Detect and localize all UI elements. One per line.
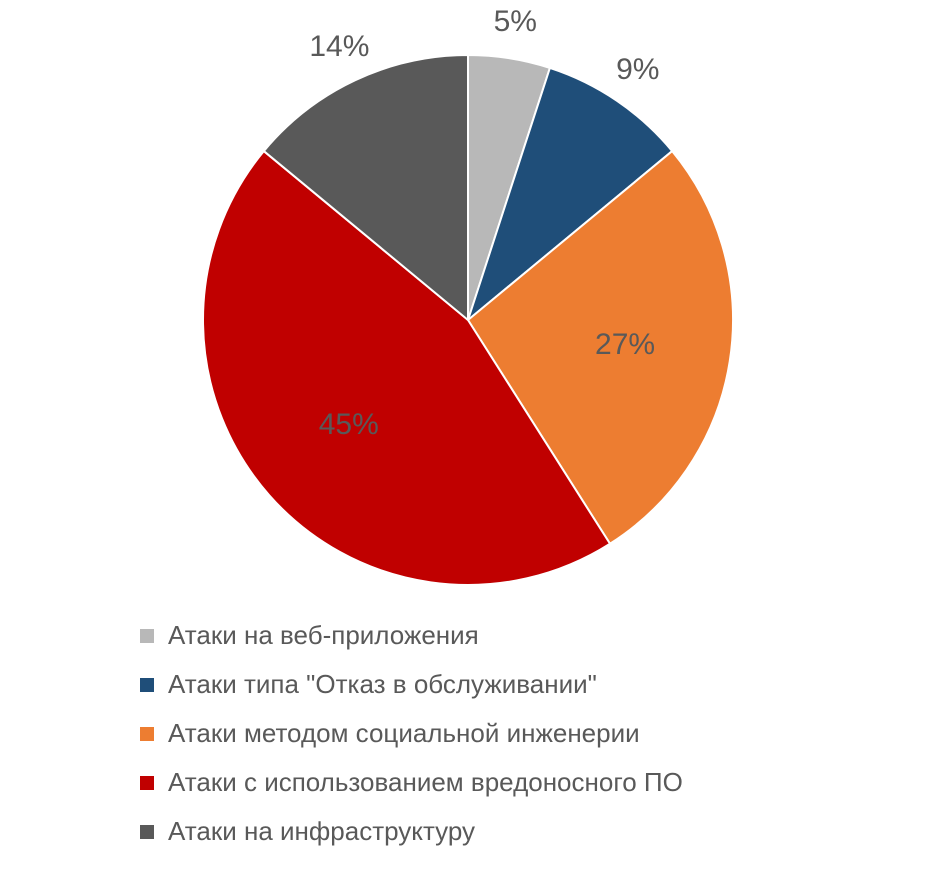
legend-label-4: Атаки на инфраструктуру bbox=[168, 816, 475, 847]
slice-label-1: 9% bbox=[616, 53, 659, 87]
legend-item-2: Атаки методом социальной инженерии bbox=[140, 718, 683, 749]
pie-chart-container: Атаки на веб-приложения Атаки типа "Отказ… bbox=[0, 0, 936, 882]
slice-label-4: 14% bbox=[309, 30, 369, 64]
slice-label-2: 27% bbox=[595, 328, 655, 362]
legend-swatch-2 bbox=[140, 727, 154, 741]
legend-label-0: Атаки на веб-приложения bbox=[168, 620, 479, 651]
legend-swatch-1 bbox=[140, 678, 154, 692]
legend-item-1: Атаки типа "Отказ в обслуживании" bbox=[140, 669, 683, 700]
legend-label-3: Атаки с использованием вредоносного ПО bbox=[168, 767, 683, 798]
slice-label-0: 5% bbox=[494, 5, 537, 39]
legend: Атаки на веб-приложения Атаки типа "Отказ… bbox=[140, 620, 683, 847]
legend-swatch-4 bbox=[140, 825, 154, 839]
legend-item-0: Атаки на веб-приложения bbox=[140, 620, 683, 651]
legend-label-2: Атаки методом социальной инженерии bbox=[168, 718, 640, 749]
slice-label-3: 45% bbox=[319, 408, 379, 442]
legend-label-1: Атаки типа "Отказ в обслуживании" bbox=[168, 669, 597, 700]
legend-swatch-0 bbox=[140, 629, 154, 643]
pie-chart-svg bbox=[0, 0, 936, 640]
legend-item-3: Атаки с использованием вредоносного ПО bbox=[140, 767, 683, 798]
legend-swatch-3 bbox=[140, 776, 154, 790]
legend-item-4: Атаки на инфраструктуру bbox=[140, 816, 683, 847]
